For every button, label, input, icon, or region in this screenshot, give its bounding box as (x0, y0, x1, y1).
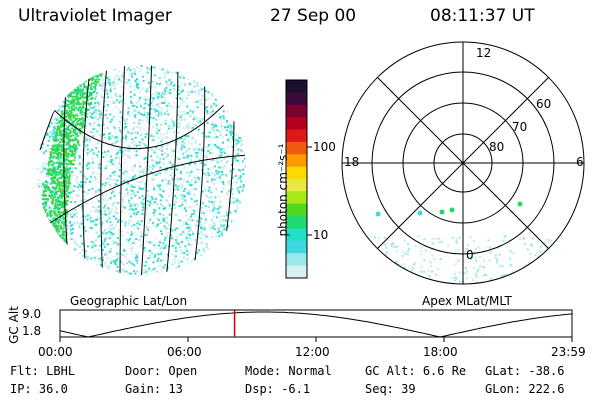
colorbar-segment (286, 253, 307, 267)
colorbar-tick-100: 100 (313, 140, 336, 154)
colorbar-segment (286, 166, 307, 180)
altitude-timeline (59, 309, 573, 342)
colorbar-segment (286, 104, 307, 118)
apex-caption: Apex MLat/MLT (422, 294, 512, 308)
polar-emission-spot (439, 209, 445, 215)
info-mode: Mode: Normal (245, 364, 332, 378)
colorbar-tick-10: 10 (313, 228, 329, 242)
polar-emission-spot (517, 201, 523, 207)
observation-time: 08:11:37 UT (430, 6, 535, 26)
polar-diagonal-2 (377, 77, 549, 249)
timeline-xtick-1800: 18:00 (423, 345, 458, 359)
timeline-frame (59, 309, 573, 338)
polar-emission-spot (417, 210, 423, 216)
altitude-curve (59, 311, 573, 338)
mlt-label-midnight: 0 (466, 248, 474, 262)
info-glon: GLon: 222.6 (485, 382, 565, 396)
geographic-image (36, 65, 246, 275)
info-dsp: Dsp: -6.1 (245, 382, 311, 396)
colorbar-segment (286, 203, 307, 217)
mlt-label-noon: 12 (476, 46, 492, 60)
colorbar-segment (286, 129, 307, 143)
polar-plot (341, 41, 585, 285)
instrument-title: Ultraviolet Imager (18, 6, 172, 26)
observation-date: 27 Sep 00 (270, 6, 357, 26)
timeline-ytick-9: 9.0 (22, 307, 42, 321)
colorbar-segment (286, 228, 307, 242)
polar-emission-spot (375, 211, 381, 217)
colorbar-segment (286, 216, 307, 229)
mlt-label-dawn: 6 (576, 155, 584, 169)
colorbar-segment (286, 240, 307, 254)
timeline-ytick-1-8: 1.8 (22, 324, 42, 338)
timeline-axis-label: GC Alt (7, 306, 21, 344)
mlt-label-dusk: 18 (344, 155, 360, 169)
info-seq: Seq: 39 (365, 382, 416, 396)
info-door: Door: Open (125, 364, 198, 378)
colorbar-segment (286, 92, 307, 106)
lat-label-80: 80 (489, 140, 505, 154)
info-filter: Flt: LBHL (10, 364, 76, 378)
timeline-xtick-0000: 00:00 (38, 345, 73, 359)
colorbar-unit-label: photon cm⁻²s⁻¹ (276, 143, 290, 237)
info-glat: GLat: -38.6 (485, 364, 565, 378)
geographic-caption: Geographic Lat/Lon (70, 294, 188, 308)
colorbar-segment (286, 141, 307, 155)
info-ip: IP: 36.0 (10, 382, 68, 396)
colorbar-segment (286, 117, 307, 130)
polar-emission-spot (449, 207, 455, 213)
lat-label-70: 70 (512, 120, 528, 134)
colorbar-segment (286, 80, 307, 93)
timeline-xtick-1200: 12:00 (295, 345, 330, 359)
colorbar-segment (286, 191, 307, 205)
color-bar (285, 79, 312, 279)
timeline-xtick-2359: 23:59 (551, 345, 586, 359)
colorbar-segment (286, 154, 307, 168)
colorbar-frame (285, 79, 308, 279)
lat-label-60: 60 (536, 97, 552, 111)
info-gc-alt: GC Alt: 6.6 Re (365, 364, 467, 378)
colorbar-segment (286, 179, 307, 192)
colorbar-segment (286, 265, 307, 279)
timeline-xtick-0600: 06:00 (167, 345, 202, 359)
info-gain: Gain: 13 (125, 382, 183, 396)
